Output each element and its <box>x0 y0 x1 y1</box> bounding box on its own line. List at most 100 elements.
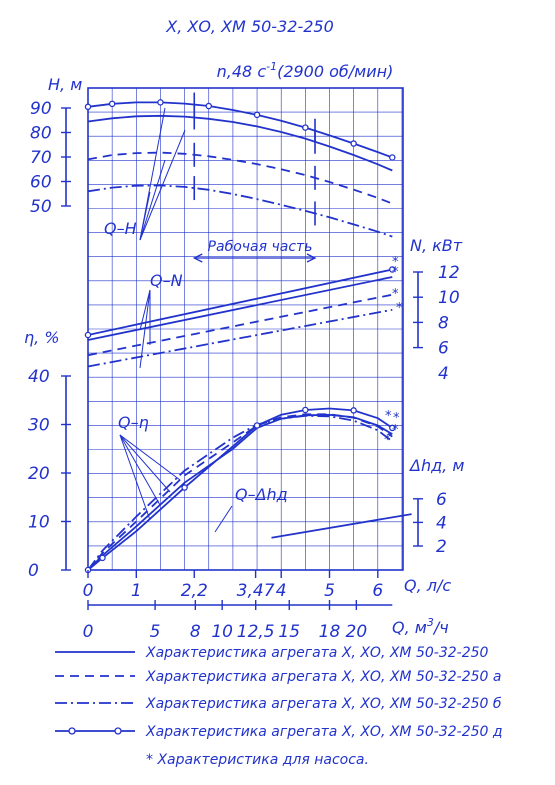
working-range-arrow-right <box>306 253 317 263</box>
q-ls-tick-label: 4 <box>276 581 287 601</box>
q-m3h-tick-label: 18 <box>319 622 341 642</box>
pump-star: * <box>393 411 400 426</box>
qeta-leader <box>119 434 181 481</box>
q-ls-tick-label: 6 <box>372 581 383 601</box>
working-range-arrow-left <box>192 253 203 263</box>
series-3-N-marker <box>84 331 92 339</box>
n-tick-label: 10 <box>438 288 460 308</box>
n-tick-label: 12 <box>438 263 460 283</box>
series-3-eta-marker <box>99 554 106 562</box>
qeta-curve-label: Q–η <box>118 413 149 432</box>
series-3-H-marker <box>108 100 116 108</box>
legend: Характеристика агрегата Х, ХО, ХМ 50-32-… <box>55 645 503 740</box>
series-1-N-line <box>87 293 393 357</box>
qeta-leader <box>119 434 151 521</box>
legend-label-3: Характеристика агрегата Х, ХО, ХМ 50-32-… <box>145 724 503 740</box>
working-range-label: Рабочая часть <box>208 239 313 255</box>
q-m3h-tick-label: 12,5 <box>237 622 275 642</box>
series-3-H-marker <box>302 124 309 131</box>
q-m3h-tick-label: 15 <box>278 622 300 642</box>
qeta-leader <box>119 434 171 493</box>
pump-star: * <box>385 409 392 424</box>
eta-axis-label: η, % <box>24 328 60 347</box>
series-3-H-marker <box>84 103 92 111</box>
h-tick-label: 80 <box>30 124 52 144</box>
series-3-H-marker <box>389 154 396 161</box>
qn-leader <box>139 289 151 369</box>
legend-marker <box>68 727 76 735</box>
q-m3h-tick-label: 5 <box>150 622 161 642</box>
h-tick-label: 70 <box>30 148 52 168</box>
series-0-N-line <box>87 276 393 341</box>
qdh-curve-label: Q–Δhд <box>235 485 288 504</box>
dh-tick-label: 4 <box>436 513 447 533</box>
series-1-eta-line <box>87 413 393 571</box>
n-axis-label: N, кВт <box>410 236 463 255</box>
legend-label-0: Характеристика агрегата Х, ХО, ХМ 50-32-… <box>145 645 489 661</box>
q-m3h-tick-label: 8 <box>190 622 201 642</box>
series-3-eta-marker <box>302 406 309 414</box>
series-3-N-marker <box>389 266 396 273</box>
series-0-H-line <box>87 114 393 172</box>
chart-title: Х, ХО, ХМ 50-32-250 <box>165 17 334 36</box>
h-axis-label: H, м <box>48 75 82 94</box>
n-tick-label: 4 <box>438 364 449 384</box>
q-ls-tick-label: 0 <box>83 581 94 601</box>
pump-star: * <box>392 265 399 280</box>
pump-star: * <box>384 433 391 448</box>
q-ls-tick-label: 2,2 <box>181 581 208 601</box>
chart-subtitle: n,48 c-1(2900 об/мин) <box>217 60 394 81</box>
dh-axis-label: Δhд, м <box>408 456 464 475</box>
series-3-eta-marker <box>253 422 261 429</box>
qh-leader <box>139 129 186 241</box>
dh-tick-label: 2 <box>436 537 447 557</box>
series-3-N-line <box>87 268 393 336</box>
plot-border <box>87 87 404 571</box>
h-tick-label: 60 <box>30 173 52 193</box>
q-m3h-axis-label: Q, м3/ч <box>392 616 449 637</box>
qn-curve-label: Q–N <box>150 271 183 290</box>
pump-star: * <box>392 423 399 438</box>
n-tick-label: 6 <box>438 339 449 359</box>
n-tick-label: 8 <box>438 313 449 333</box>
h-tick-label: 50 <box>30 197 52 217</box>
series-3-eta-marker <box>350 407 357 414</box>
q-ls-tick-label: 5 <box>324 581 335 601</box>
series-3-eta-marker <box>389 424 396 432</box>
q-ls-axis-label: Q, л/с <box>404 576 451 595</box>
curves: ***** *** <box>84 92 412 574</box>
series-0-eta-line <box>87 413 393 571</box>
legend-label-1: Характеристика агрегата Х, ХО, ХМ 50-32-… <box>145 669 501 685</box>
qn-leader <box>139 289 151 331</box>
footnote: * Характеристика для насоса. <box>146 752 369 768</box>
q-m3h-tick-label: 10 <box>211 622 233 642</box>
qh-curve-label: Q–H <box>104 219 137 238</box>
h-tick-label: 90 <box>30 99 52 119</box>
eta-tick-label: 40 <box>28 367 50 387</box>
legend-label-2: Характеристика агрегата Х, ХО, ХМ 50-32-… <box>145 696 502 712</box>
series-2-eta-line <box>87 414 393 571</box>
dh-tick-label: 6 <box>436 490 447 510</box>
legend-marker <box>114 727 122 735</box>
series-3-H-marker <box>350 140 357 147</box>
q-m3h-tick-label: 20 <box>346 622 368 642</box>
series-3-H-marker <box>253 111 261 119</box>
chart-frame <box>87 87 404 571</box>
q-m3h-tick-label: 0 <box>83 622 94 642</box>
series-3-eta-line <box>87 407 393 571</box>
series-3-eta-marker <box>181 484 188 491</box>
eta-tick-label: 30 <box>28 416 50 436</box>
eta-tick-label: 20 <box>28 464 50 484</box>
q-ls-tick-label: 1 <box>131 581 142 601</box>
dh-line <box>271 513 412 539</box>
pump-star: * <box>392 255 399 270</box>
pump-star: * <box>396 301 403 316</box>
qh-leader <box>139 191 151 241</box>
pump-star: * <box>392 287 399 302</box>
series-1-H-line <box>87 151 393 205</box>
series-2-H-line <box>87 184 393 238</box>
q-ls-tick-label: 3,47 <box>237 581 275 601</box>
eta-tick-label: 10 <box>28 513 50 533</box>
series-3-H-marker <box>157 99 164 106</box>
